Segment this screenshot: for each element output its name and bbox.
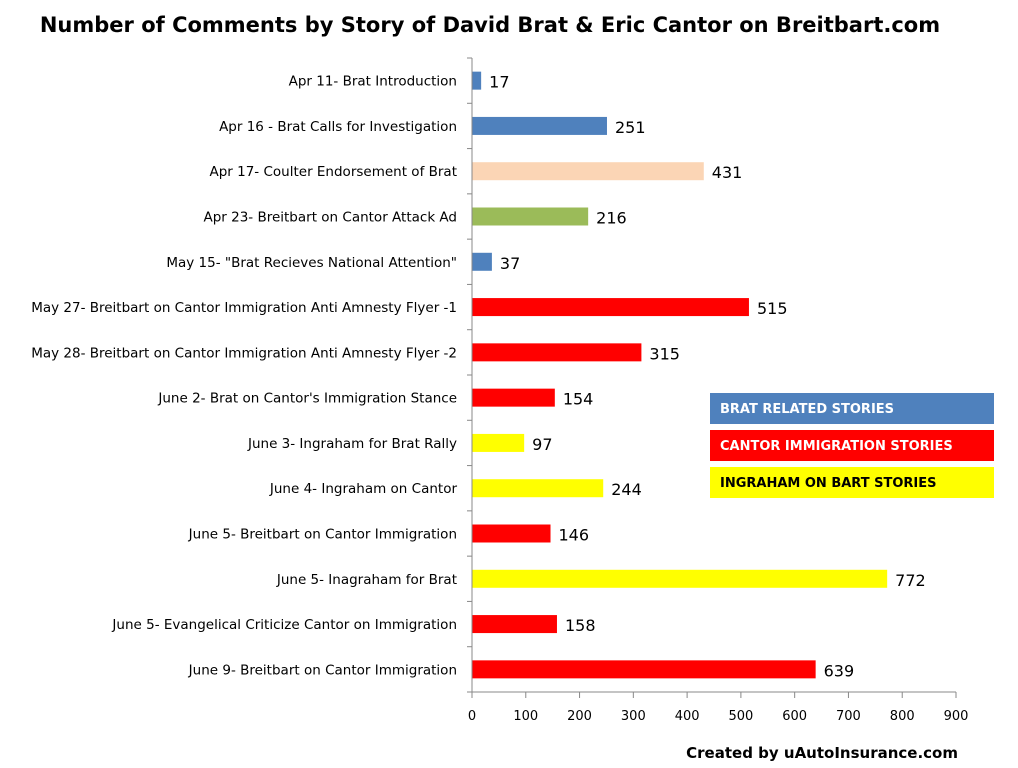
credit-text: Created by uAutoInsurance.com (686, 744, 958, 762)
category-label: June 9- Breitbart on Cantor Immigration (188, 662, 457, 678)
x-tick-label: 700 (836, 709, 861, 724)
category-label: May 15- "Brat Recieves National Attentio… (166, 255, 457, 271)
x-tick-label: 200 (567, 709, 592, 724)
value-label: 97 (532, 435, 552, 454)
legend-label: CANTOR IMMIGRATION STORIES (720, 439, 953, 454)
x-tick-label: 500 (728, 709, 753, 724)
x-tick-label: 0 (468, 709, 476, 724)
legend-label: INGRAHAM ON BART STORIES (720, 476, 936, 491)
x-tick-label: 400 (675, 709, 700, 724)
bar (472, 71, 482, 90)
bar (472, 207, 589, 226)
bar (472, 433, 525, 452)
bar (472, 116, 607, 135)
x-tick-label: 800 (890, 709, 915, 724)
value-label: 37 (500, 254, 520, 273)
value-label: 251 (615, 118, 646, 137)
value-label: 431 (712, 163, 743, 182)
value-label: 146 (559, 526, 590, 545)
category-label: Apr 17- Coulter Endorsement of Brat (209, 164, 457, 180)
category-label: June 3- Ingraham for Brat Rally (247, 436, 457, 452)
value-label: 216 (596, 209, 627, 228)
category-label: June 5- Breitbart on Cantor Immigration (188, 527, 457, 543)
value-label: 315 (649, 344, 680, 363)
x-tick-label: 100 (513, 709, 538, 724)
bar (472, 252, 492, 271)
x-tick-label: 600 (782, 709, 807, 724)
value-label: 772 (895, 571, 926, 590)
bar (472, 615, 557, 634)
x-tick-label: 900 (944, 709, 969, 724)
bar (472, 660, 816, 679)
value-label: 639 (824, 661, 855, 680)
value-label: 244 (611, 480, 642, 499)
value-label: 515 (757, 299, 788, 318)
category-label: Apr 23- Breitbart on Cantor Attack Ad (203, 210, 457, 226)
bar (472, 343, 642, 362)
category-label: Apr 16 - Brat Calls for Investigation (219, 119, 457, 135)
bar (472, 569, 888, 588)
category-label: June 2- Brat on Cantor's Immigration Sta… (157, 391, 457, 407)
bar (472, 479, 604, 498)
plot-area: Apr 11- Brat Introduction 17 Apr 16 - Brat… (31, 57, 969, 724)
category-label: May 27- Breitbart on Cantor Immigration … (31, 300, 457, 316)
legend-swatch (710, 467, 994, 498)
category-label: June 4- Ingraham on Cantor (269, 481, 458, 497)
chart-title: Number of Comments by Story of David Bra… (40, 13, 940, 37)
bar (472, 388, 555, 407)
legend-swatch (710, 430, 994, 461)
category-label: Apr 11- Brat Introduction (289, 74, 457, 90)
bar (472, 162, 704, 181)
category-label: June 5- Evangelical Criticize Cantor on … (111, 617, 457, 633)
legend: BRAT RELATED STORIES CANTOR IMMIGRATION S… (710, 393, 994, 498)
bar (472, 524, 551, 543)
legend-label: BRAT RELATED STORIES (720, 402, 894, 417)
value-label: 154 (563, 390, 594, 409)
bar (472, 298, 749, 317)
x-tick-label: 300 (621, 709, 646, 724)
value-label: 158 (565, 616, 596, 635)
category-label: June 5- Inagraham for Brat (276, 572, 457, 588)
category-label: May 28- Breitbart on Cantor Immigration … (31, 345, 457, 361)
value-label: 17 (489, 73, 509, 92)
legend-swatch (710, 393, 994, 424)
